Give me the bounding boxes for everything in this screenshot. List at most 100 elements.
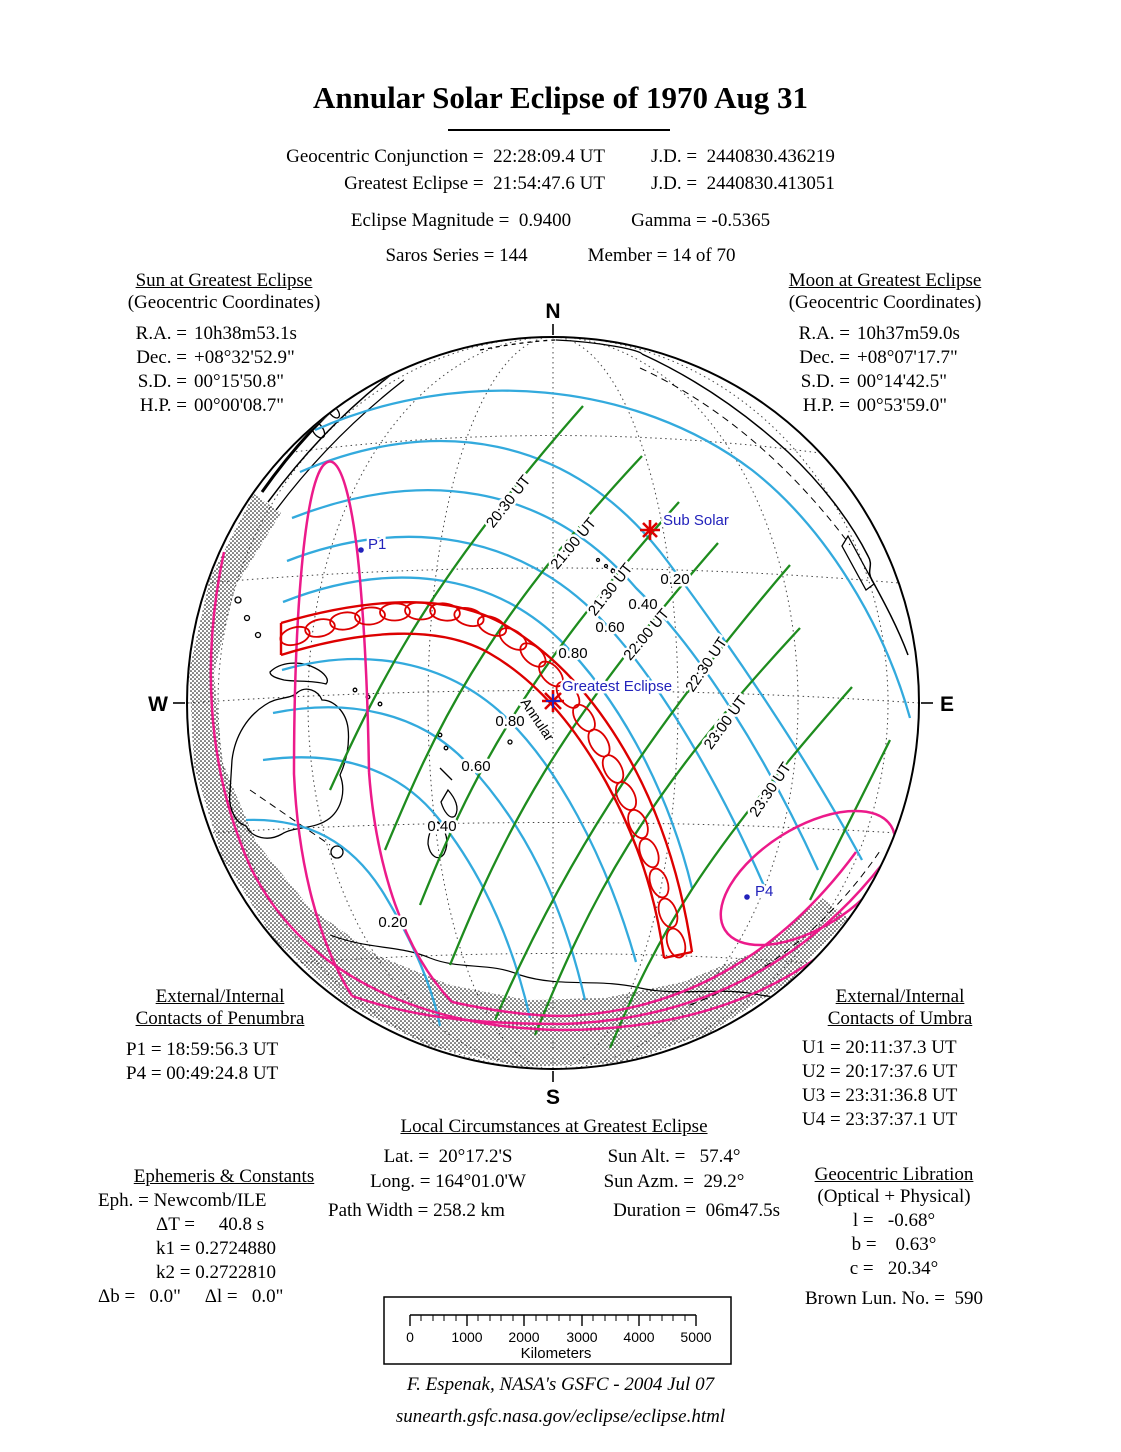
geocentric-conjunction: Geocentric Conjunction = 22:28:09.4 UT (286, 146, 605, 167)
penumbra-title-1: External/Internal (155, 986, 285, 1007)
brown-lunation-number: Brown Lun. No. = 590 (804, 1288, 983, 1309)
night-shading-band (189, 494, 848, 1067)
umbra-contacts-panel: External/Internal Contacts of Umbra U1 =… (796, 986, 1004, 1131)
saros-series: Saros Series = 144 (385, 245, 528, 266)
scale-minor-ticks (420, 1315, 686, 1321)
sun-azimuth: Sun Azm. = 29.2° (603, 1171, 745, 1192)
terminator-dashes (249, 367, 883, 1006)
east-label: E (940, 693, 954, 716)
p4-contact: P4 = 00:49:24.8 UT (126, 1063, 279, 1084)
mag-ne-060: 0.60 (595, 619, 624, 636)
ut-label-2200: 22:00 UT (620, 606, 673, 664)
magnitude-labels: 0.20 0.40 0.60 0.80 0.80 0.60 0.40 0.20 (376, 569, 692, 934)
magnitude-contours (245, 389, 912, 1027)
greatest-eclipse-marker (542, 690, 564, 712)
sun-dec-value: +08°32'52.9" (194, 347, 295, 368)
magnitude-gamma-row: Eclipse Magnitude = 0.9400 Gamma = -0.53… (0, 210, 1121, 232)
k1-constant: k1 = 0.2724880 (156, 1238, 276, 1259)
sun-panel-subtitle: (Geocentric Coordinates) (127, 292, 321, 313)
sun-hp-value: 00°00'08.7" (194, 395, 285, 416)
umbra-title-2: Contacts of Umbra (827, 1008, 973, 1029)
ut-label-2330: 23:30 UT (746, 759, 795, 820)
greatest-eclipse-jd: J.D. = 2440830.413051 (651, 173, 835, 194)
sun-ra-value: 10h38m53.1s (194, 323, 297, 344)
scale-tick-2000: 2000 (508, 1329, 539, 1345)
title-underline (448, 129, 670, 131)
globe-outline (186, 336, 920, 1070)
credit-line: F. Espenak, NASA's GSFC - 2004 Jul 07 (406, 1374, 715, 1395)
delta-b-l: Δb = 0.0" Δl = 0.0" (98, 1286, 284, 1307)
greatest-eclipse-label: Greatest Eclipse (562, 678, 672, 695)
moon-hp-row: H.P. = 00°53'59.0" (792, 395, 1004, 417)
greatest-eclipse-time: Greatest Eclipse = 21:54:47.6 UT (344, 173, 605, 194)
sun-sd-row: S.D. = 00°15'50.8" (129, 371, 345, 393)
moon-dec-value: +08°07'17.7" (857, 347, 958, 368)
scale-unit-label: Kilometers (521, 1345, 592, 1362)
mag-ne-080: 0.80 (558, 645, 587, 662)
penumbra-contacts-panel: External/Internal Contacts of Penumbra P… (108, 986, 332, 1085)
moon-ra-value: 10h37m59.0s (857, 323, 960, 344)
scale-tick-4000: 4000 (623, 1329, 654, 1345)
u2-contact: U2 = 20:17:37.6 UT (802, 1061, 958, 1082)
ut-label-2100: 21:00 UT (547, 515, 600, 573)
sun-sd-label: S.D. = (137, 371, 187, 392)
moon-ra-label: R.A. = (798, 323, 850, 344)
moon-hp-value: 00°53'59.0" (857, 395, 948, 416)
mag-ne-040: 0.40 (628, 596, 657, 613)
ephemeris-source: Eph. = Newcomb/ILE (98, 1190, 267, 1211)
source-url: sunearth.gsfc.nasa.gov/eclipse/eclipse.h… (395, 1406, 726, 1427)
sub-solar-label: Sub Solar (663, 512, 729, 529)
scale-tick-1000: 1000 (451, 1329, 482, 1345)
sun-ra-label: R.A. = (135, 323, 187, 344)
ut-time-labels: 20:30 UT 21:00 UT 21:30 UT 22:00 UT 22:3… (480, 470, 797, 823)
moon-panel-subtitle: (Geocentric Coordinates) (788, 292, 982, 313)
sun-dec-row: Dec. = +08°32'52.9" (129, 347, 345, 369)
p1-contact: P1 = 18:59:56.3 UT (126, 1039, 279, 1060)
sun-ra-row: R.A. = 10h38m53.1s (129, 323, 345, 345)
umbra-title-1: External/Internal (835, 986, 965, 1007)
moon-sd-label: S.D. = (800, 371, 850, 392)
libration-title: Geocentric Libration (814, 1164, 974, 1185)
sun-dec-label: Dec. = (136, 347, 187, 368)
sun-hp-row: H.P. = 00°00'08.7" (129, 395, 345, 417)
local-title: Local Circumstances at Greatest Eclipse (400, 1116, 708, 1137)
latitude: Lat. = 20°17.2'S (383, 1146, 513, 1167)
sun-coordinates-panel: Sun at Greatest Eclipse (Geocentric Coor… (103, 270, 345, 417)
south-label: S (546, 1086, 560, 1109)
moon-panel-title: Moon at Greatest Eclipse (788, 270, 982, 291)
eclipse-magnitude: Eclipse Magnitude = 0.9400 (350, 210, 572, 231)
local-circumstances-panel: Local Circumstances at Greatest Eclipse … (328, 1116, 780, 1222)
moon-coordinates-panel: Moon at Greatest Eclipse (Geocentric Coo… (766, 270, 1004, 417)
ephemeris-title: Ephemeris & Constants (133, 1166, 315, 1187)
header-data: Geocentric Conjunction = 22:28:09.4 UT J… (255, 146, 861, 195)
mag-ne-020: 0.20 (660, 571, 689, 588)
scale-bar: 0 1000 2000 3000 4000 5000 Kilometers (383, 1296, 732, 1365)
duration: Duration = 06m47.5s (613, 1200, 780, 1221)
ephemeris-panel: Ephemeris & Constants Eph. = Newcomb/ILE… (98, 1166, 350, 1308)
path-width: Path Width = 258.2 km (328, 1200, 505, 1221)
point-labels: P1 P4 Sub Solar Greatest Eclipse (366, 510, 776, 903)
libration-l: l = -0.68° (852, 1210, 936, 1231)
penumbra-limits (209, 460, 910, 1032)
libration-c: c = 20.34° (849, 1258, 939, 1279)
time-curves (328, 405, 892, 1049)
saros-member: Member = 14 of 70 (587, 245, 736, 266)
delta-t: ΔT = 40.8 s (156, 1214, 265, 1235)
antumbra-ovals (279, 601, 687, 959)
libration-subtitle: (Optical + Physical) (817, 1186, 971, 1207)
conjunction-jd: J.D. = 2440830.436219 (651, 146, 835, 167)
page-title: Annular Solar Eclipse of 1970 Aug 31 (313, 80, 808, 115)
moon-ra-row: R.A. = 10h37m59.0s (792, 323, 1004, 345)
sun-hp-label: H.P. = (139, 395, 187, 416)
west-label: W (148, 693, 168, 716)
saros-member-row: Saros Series = 144 Member = 14 of 70 (0, 245, 1121, 267)
moon-hp-label: H.P. = (802, 395, 850, 416)
sun-panel-title: Sun at Greatest Eclipse (135, 270, 313, 291)
penumbra-title-2: Contacts of Penumbra (135, 1008, 305, 1029)
longitude: Long. = 164°01.0'W (370, 1171, 526, 1192)
scale-tick-3000: 3000 (566, 1329, 597, 1345)
sun-sd-value: 00°15'50.8" (194, 371, 285, 392)
p4-penumbra-loop (719, 809, 897, 947)
